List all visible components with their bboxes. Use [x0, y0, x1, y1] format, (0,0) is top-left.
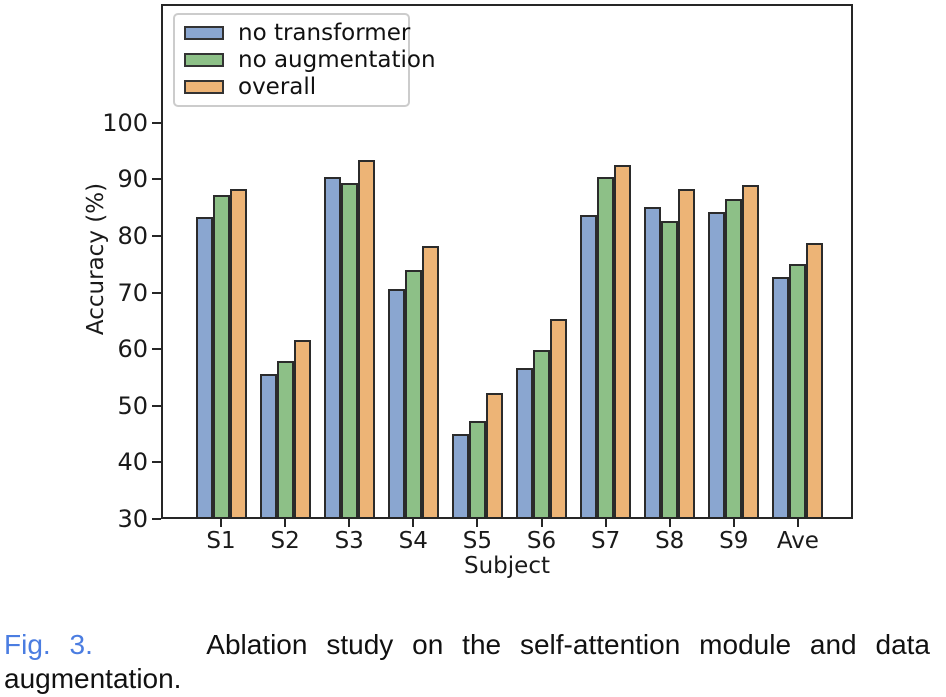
x-tick-mark-S7	[604, 519, 607, 527]
x-tick-label-S7: S7	[590, 528, 621, 554]
bar-no-augmentation-S2	[276, 361, 294, 517]
bar-no-transformer-S6	[516, 368, 533, 517]
bar-overall-S9	[742, 185, 760, 517]
legend-item-no-augmentation: no augmentation	[175, 47, 436, 74]
bar-no-transformer-S1	[195, 216, 213, 517]
x-tick-label-S6: S6	[526, 528, 557, 554]
caption-line-1: Fig. 3. Ablation study on the self-atten…	[4, 628, 930, 662]
x-tick-label-S3: S3	[334, 528, 364, 554]
y-tick-label-60: 60	[117, 335, 148, 364]
bar-overall-S4	[421, 246, 439, 517]
bar-overall-Ave	[806, 243, 824, 517]
x-axis-label: Subject	[464, 553, 550, 579]
bar-no-transformer-S7	[580, 214, 598, 517]
bar-no-transformer-S9	[708, 212, 726, 517]
y-tick-label-100: 100	[102, 108, 148, 137]
bar-overall-S1	[229, 189, 247, 517]
legend-label: overall	[238, 73, 317, 100]
x-tick-mark-S2	[284, 519, 287, 527]
y-tick-mark-40	[152, 461, 161, 464]
x-tick-mark-S8	[668, 519, 671, 527]
legend-swatch-icon	[184, 26, 224, 40]
y-tick-label-30: 30	[117, 505, 148, 533]
bar-no-transformer-S8	[644, 207, 662, 517]
y-tick-mark-80	[152, 235, 161, 238]
bar-no-augmentation-S3	[340, 183, 358, 517]
x-tick-mark-S3	[348, 519, 351, 527]
bar-no-augmentation-S8	[661, 220, 679, 517]
bar-overall-S5	[485, 392, 503, 517]
x-tick-mark-S6	[540, 519, 543, 527]
caption-figure-number: Fig. 3.	[4, 629, 93, 660]
legend-item-no-transformer: no transformer	[175, 19, 411, 47]
bar-no-augmentation-S9	[725, 199, 743, 517]
x-tick-mark-S9	[732, 519, 735, 527]
y-tick-mark-70	[152, 291, 161, 294]
bar-no-transformer-S4	[387, 289, 405, 517]
bar-no-transformer-S3	[323, 177, 341, 517]
x-tick-label-S1: S1	[206, 528, 236, 554]
y-tick-mark-60	[152, 348, 161, 351]
bar-no-transformer-S2	[259, 373, 277, 517]
bar-no-augmentation-S1	[212, 195, 230, 517]
caption-text-line1: Ablation study on the self-attention mod…	[206, 629, 931, 660]
y-tick-label-40: 40	[117, 448, 148, 477]
bar-overall-S2	[293, 340, 311, 517]
x-tick-label-S8: S8	[655, 528, 685, 554]
legend-label: no augmentation	[238, 46, 436, 73]
bar-overall-S8	[678, 189, 696, 517]
bar-no-transformer-Ave	[772, 277, 790, 517]
legend-swatch-icon	[184, 80, 224, 94]
bar-no-augmentation-S4	[404, 269, 422, 517]
x-tick-mark-S5	[476, 519, 479, 527]
legend-item-overall: overall	[175, 74, 408, 101]
y-tick-label-90: 90	[117, 165, 148, 194]
x-tick-mark-S1	[220, 519, 222, 527]
y-tick-mark-50	[152, 404, 161, 407]
figure-caption: Fig. 3. Ablation study on the self-atten…	[4, 628, 930, 696]
y-tick-label-70: 70	[117, 278, 148, 307]
y-tick-label-80: 80	[117, 222, 148, 251]
x-tick-label-S4: S4	[398, 528, 428, 554]
legend: no transformer no augmentation overall	[173, 13, 436, 107]
bar-no-augmentation-S7	[597, 177, 615, 517]
y-tick-mark-30	[152, 518, 161, 520]
x-tick-mark-S4	[412, 519, 415, 527]
bar-overall-S6	[550, 318, 567, 517]
bar-overall-S7	[614, 165, 632, 517]
x-tick-label-S5: S5	[462, 528, 492, 554]
bar-no-transformer-S5	[451, 434, 469, 517]
bar-no-augmentation-S6	[533, 350, 550, 517]
x-tick-label-S2: S2	[270, 528, 300, 554]
legend-swatch-icon	[184, 53, 224, 67]
caption-gap-spacer	[93, 653, 189, 654]
caption-line-2: augmentation.	[4, 663, 182, 694]
x-tick-mark-Ave	[796, 519, 799, 527]
y-tick-mark-100	[152, 121, 161, 124]
bar-overall-S3	[357, 159, 375, 517]
legend-label: no transformer	[238, 19, 411, 46]
bar-no-augmentation-S5	[468, 420, 486, 517]
bar-no-augmentation-Ave	[789, 264, 807, 517]
y-tick-mark-90	[152, 178, 161, 181]
x-tick-label-Ave: Ave	[776, 528, 819, 554]
x-tick-label-S9: S9	[719, 528, 749, 554]
y-tick-label-50: 50	[117, 391, 148, 420]
